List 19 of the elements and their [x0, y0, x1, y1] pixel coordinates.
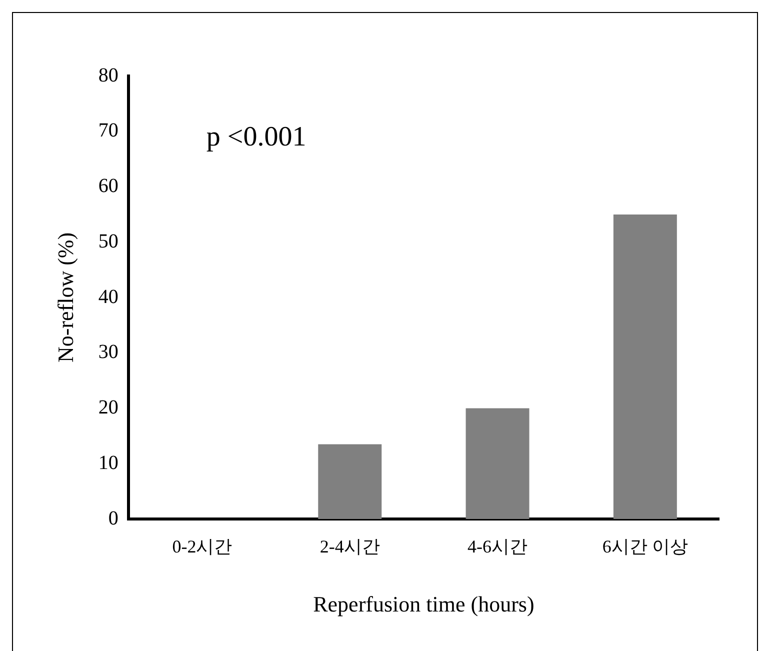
y-tick-label: 70 — [98, 120, 118, 142]
y-tick-label: 0 — [108, 507, 118, 530]
bar — [613, 214, 677, 519]
x-tick-label: 6시간 이상 — [602, 536, 688, 557]
y-tick-label: 50 — [98, 230, 118, 252]
y-tick-label: 30 — [98, 341, 118, 364]
x-tick-label: 0-2시간 — [172, 536, 232, 557]
annotation: p <0.001 — [206, 121, 306, 152]
bar — [466, 408, 530, 519]
bar — [318, 444, 382, 519]
y-tick-label: 40 — [98, 286, 118, 308]
y-tick-label: 20 — [98, 396, 118, 418]
y-tick-label: 60 — [98, 175, 118, 197]
y-tick-label: 10 — [98, 452, 118, 474]
y-tick-label: 80 — [98, 64, 118, 86]
x-tick-label: 2-4시간 — [320, 536, 380, 557]
x-axis-title: Reperfusion time (hours) — [313, 592, 534, 617]
y-axis-title: No-reflow (%) — [52, 232, 78, 363]
x-tick-label: 4-6시간 — [468, 536, 528, 557]
